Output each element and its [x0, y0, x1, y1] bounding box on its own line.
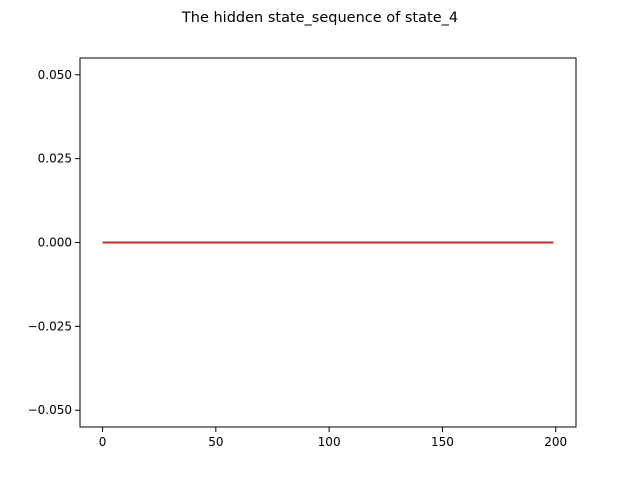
y-tick-label: −0.050 [28, 403, 72, 417]
axes-layer: 0 50 100 150 200 −0.050 −0.025 0.000 0.025 0.050 [28, 57, 577, 449]
chart-title: The hidden state_sequence of state_4 [181, 10, 458, 26]
y-tick-label: 0.025 [38, 152, 72, 166]
y-tick-label: 0.000 [38, 236, 72, 250]
x-tick-label: 200 [544, 435, 567, 449]
x-tick-label: 0 [99, 435, 107, 449]
x-tick-label: 100 [318, 435, 341, 449]
x-tick-label: 150 [431, 435, 454, 449]
x-tick-label: 50 [208, 435, 223, 449]
y-tick-label: −0.025 [28, 319, 72, 333]
y-tick-label: 0.050 [38, 68, 72, 82]
